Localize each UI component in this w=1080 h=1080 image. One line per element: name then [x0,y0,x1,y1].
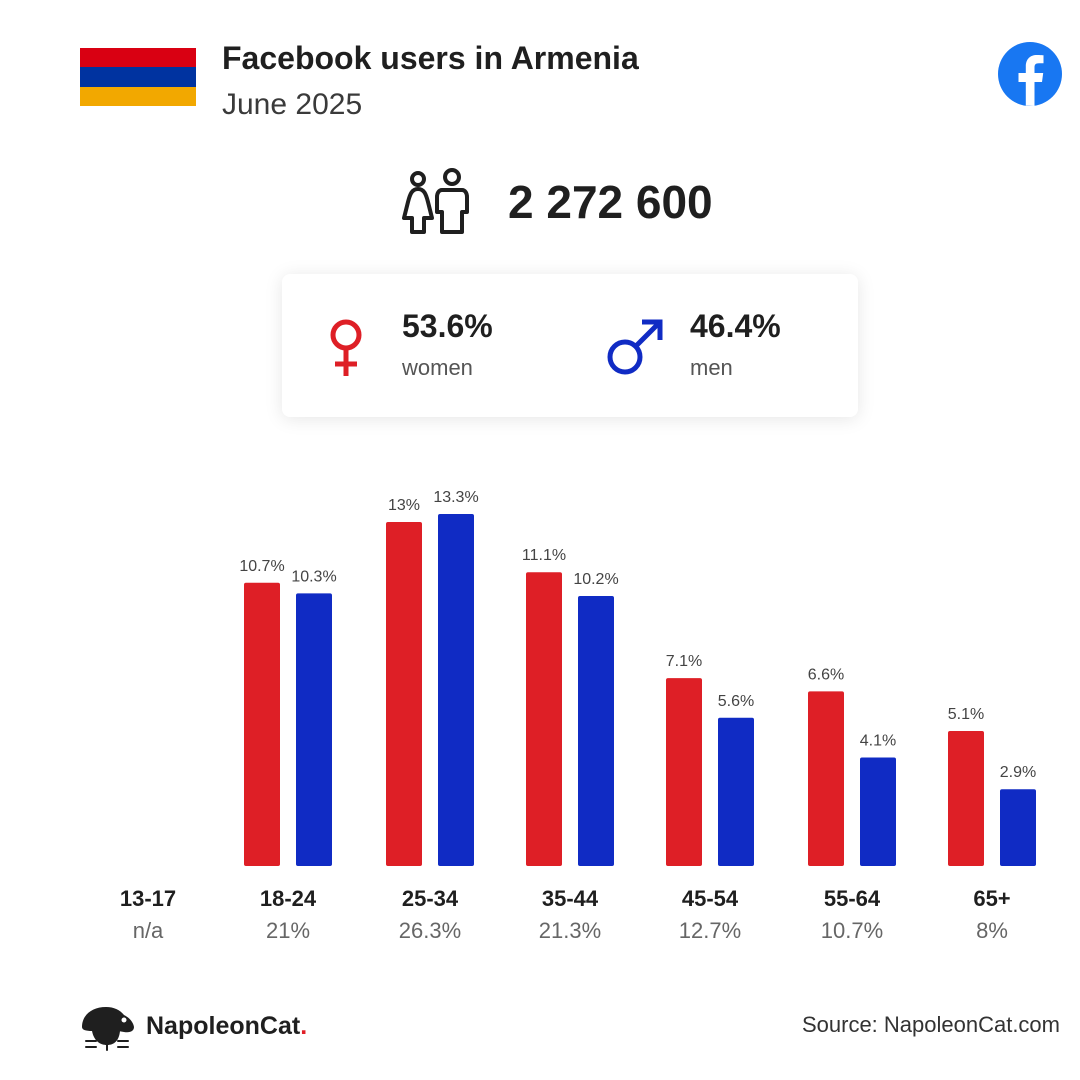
bar-label-women-18-24: 10.7% [239,558,284,575]
napoleoncat-logo-icon [82,1007,134,1051]
bar-men-18-24 [296,593,332,866]
age-group-label: 25-34 [402,886,459,911]
bar-men-65+ [1000,789,1036,866]
napoleoncat-brand: NapoleonCat. [78,1000,307,1052]
gender-split-card: 53.6% women 46.4% men [282,274,858,417]
bar-label-women-65+: 5.1% [948,706,984,723]
napoleoncat-wordmark: NapoleonCat. [146,1012,307,1041]
age-group-total: 26.3% [399,918,461,943]
age-group-label: 55-64 [824,886,881,911]
women-percentage: 53.6% [402,308,493,344]
bar-women-25-34 [386,521,422,866]
total-users-block: 2 272 600 [400,166,713,238]
men-label: men [690,355,733,380]
age-group-total: 21% [266,918,310,943]
flag-stripe-blue [80,67,196,87]
bar-men-55-64 [860,757,896,866]
bar-women-18-24 [244,582,280,866]
armenia-flag-icon [80,48,196,106]
bar-label-women-55-64: 6.6% [808,666,844,683]
bar-label-women-35-44: 11.1% [522,547,566,564]
bar-label-men-55-64: 4.1% [860,732,896,749]
bar-label-women-45-54: 7.1% [666,653,702,670]
page-title: Facebook users in Armenia [222,40,639,76]
age-group-label: 35-44 [542,886,599,911]
women-label: women [402,355,473,380]
age-group-total: 21.3% [539,918,601,943]
male-symbol-icon [607,319,663,375]
bar-men-45-54 [718,717,754,866]
female-symbol-icon [330,319,362,376]
age-group-label: 13-17 [120,886,176,911]
page-subtitle: June 2025 [222,88,363,121]
bar-women-55-64 [808,691,844,866]
bar-label-women-25-34: 13% [388,497,420,514]
bar-women-45-54 [666,678,702,866]
age-group-total: 12.7% [679,918,741,943]
facebook-logo-icon [998,42,1062,106]
bar-label-men-35-44: 10.2% [573,571,618,588]
brand-dot: . [300,1011,308,1040]
age-group-label: 65+ [973,886,1010,911]
bar-women-65+ [948,731,984,866]
people-icon [402,168,469,234]
flag-stripe-orange [80,86,196,106]
bar-label-men-18-24: 10.3% [291,568,336,585]
bar-label-men-25-34: 13.3% [433,489,478,506]
flag-stripe-red [80,48,196,68]
age-group-total: n/a [133,918,164,943]
bar-label-men-65+: 2.9% [1000,764,1036,781]
bar-men-25-34 [438,514,474,866]
age-group-total: 10.7% [821,918,883,943]
bar-label-men-45-54: 5.6% [718,693,754,710]
total-users-value: 2 272 600 [508,176,713,228]
age-group-label: 18-24 [260,886,317,911]
source-credit: Source: NapoleonCat.com [801,1012,1060,1037]
bar-men-35-44 [578,596,614,866]
age-group-label: 45-54 [682,886,739,911]
age-group-total: 8% [976,918,1008,943]
bar-women-35-44 [526,572,562,866]
men-percentage: 46.4% [690,308,781,344]
brand-name: NapoleonCat [146,1011,301,1040]
